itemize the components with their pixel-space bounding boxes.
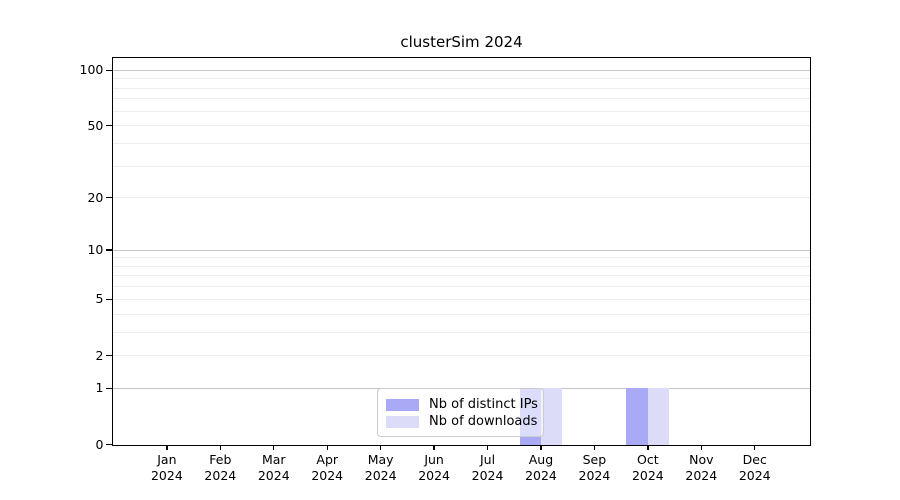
x-tick-month: Aug: [528, 452, 554, 467]
minor-gridline: [113, 286, 810, 288]
legend-label-downloads: Nb of downloads: [429, 414, 538, 429]
legend-swatch-downloads: [386, 415, 419, 428]
chart-title: clusterSim 2024: [400, 33, 523, 51]
x-tick-year: 2024: [418, 467, 450, 483]
x-tick-label: Jan 2024: [140, 452, 194, 483]
x-tick-month: Jun: [424, 452, 444, 467]
x-tick: [754, 444, 756, 450]
x-tick-month: Oct: [637, 452, 659, 467]
x-tick-month: Feb: [209, 452, 232, 467]
x-tick-month: Nov: [689, 452, 714, 467]
x-tick: [219, 444, 221, 450]
x-tick-month: Dec: [742, 452, 767, 467]
x-tick: [166, 444, 168, 450]
legend-item-downloads: Nb of downloads: [386, 413, 538, 430]
minor-gridline: [113, 197, 810, 199]
y-tick-label: 5: [95, 291, 104, 307]
minor-gridline: [113, 142, 810, 144]
y-tick-label: 100: [79, 62, 104, 78]
x-tick-label: Feb 2024: [193, 452, 247, 483]
minor-gridline: [113, 87, 810, 89]
x-tick-year: 2024: [578, 467, 611, 483]
x-tick-label: Mar 2024: [247, 452, 301, 483]
y-tick: [106, 298, 112, 300]
bar-distinct-ips: [626, 388, 648, 445]
minor-gridline: [113, 98, 810, 100]
legend-item-distinct-ips: Nb of distinct IPs: [386, 396, 538, 413]
x-tick-year: 2024: [471, 467, 504, 483]
x-tick-year: 2024: [311, 467, 344, 483]
minor-gridline: [113, 125, 810, 127]
y-tick: [106, 249, 112, 251]
y-tick: [106, 354, 112, 357]
minor-gridline: [113, 257, 810, 259]
x-tick-label: Jun 2024: [407, 452, 461, 483]
minor-gridline: [113, 110, 810, 112]
x-tick-label: Dec 2024: [728, 452, 782, 483]
x-tick: [433, 444, 435, 450]
y-tick-label: 0: [95, 436, 104, 452]
x-tick-year: 2024: [525, 467, 557, 483]
x-tick: [273, 444, 275, 450]
y-tick-label: 20: [87, 189, 104, 205]
x-tick-year: 2024: [150, 467, 183, 483]
x-tick-month: Mar: [261, 452, 286, 467]
x-tick-label: May 2024: [354, 452, 408, 483]
y-tick: [106, 125, 112, 127]
major-gridline: [113, 69, 810, 71]
x-tick-year: 2024: [204, 467, 237, 483]
x-tick-year: 2024: [631, 467, 664, 483]
x-tick: [486, 444, 489, 450]
y-tick-label: 1: [95, 380, 104, 396]
x-tick-year: 2024: [257, 467, 290, 483]
y-tick-label: 10: [87, 242, 104, 258]
legend-label-distinct-ips: Nb of distinct IPs: [429, 397, 538, 412]
x-tick-label: Oct 2024: [621, 452, 675, 483]
x-tick-label: Apr 2024: [300, 452, 354, 483]
legend: Nb of distinct IPs Nb of downloads: [377, 388, 544, 437]
minor-gridline: [113, 331, 810, 333]
x-tick-label: Jul 2024: [461, 452, 515, 483]
y-tick: [106, 197, 112, 199]
x-tick: [647, 444, 649, 450]
x-tick-label: Nov 2024: [674, 452, 728, 483]
minor-gridline: [113, 275, 810, 277]
x-tick-month: Jul: [479, 452, 496, 467]
x-tick-month: Sep: [582, 452, 607, 467]
x-tick: [380, 444, 382, 450]
minor-gridline: [113, 355, 810, 356]
x-tick-label: Aug 2024: [514, 452, 568, 483]
minor-gridline: [113, 298, 810, 300]
y-tick: [106, 443, 112, 446]
x-tick-year: 2024: [738, 467, 771, 483]
y-tick-label: 2: [95, 347, 104, 363]
y-tick: [106, 387, 112, 390]
bar-downloads: [647, 388, 670, 445]
x-tick-year: 2024: [364, 467, 397, 483]
major-gridline: [113, 249, 810, 251]
minor-gridline: [113, 265, 810, 267]
x-tick: [540, 444, 542, 450]
minor-gridline: [113, 313, 810, 315]
minor-gridline: [113, 165, 810, 167]
minor-gridline: [113, 78, 810, 80]
x-tick-month: May: [367, 452, 394, 467]
y-tick: [106, 69, 112, 71]
y-tick-label: 50: [87, 117, 104, 133]
x-tick: [593, 444, 596, 450]
x-tick-year: 2024: [685, 467, 718, 483]
legend-swatch-distinct-ips: [386, 398, 419, 411]
x-tick-month: Apr: [316, 452, 339, 467]
x-tick-month: Jan: [157, 452, 177, 467]
x-tick-label: Sep 2024: [567, 452, 621, 483]
x-tick: [700, 444, 702, 450]
bar-downloads: [540, 388, 563, 445]
x-tick: [326, 444, 328, 450]
